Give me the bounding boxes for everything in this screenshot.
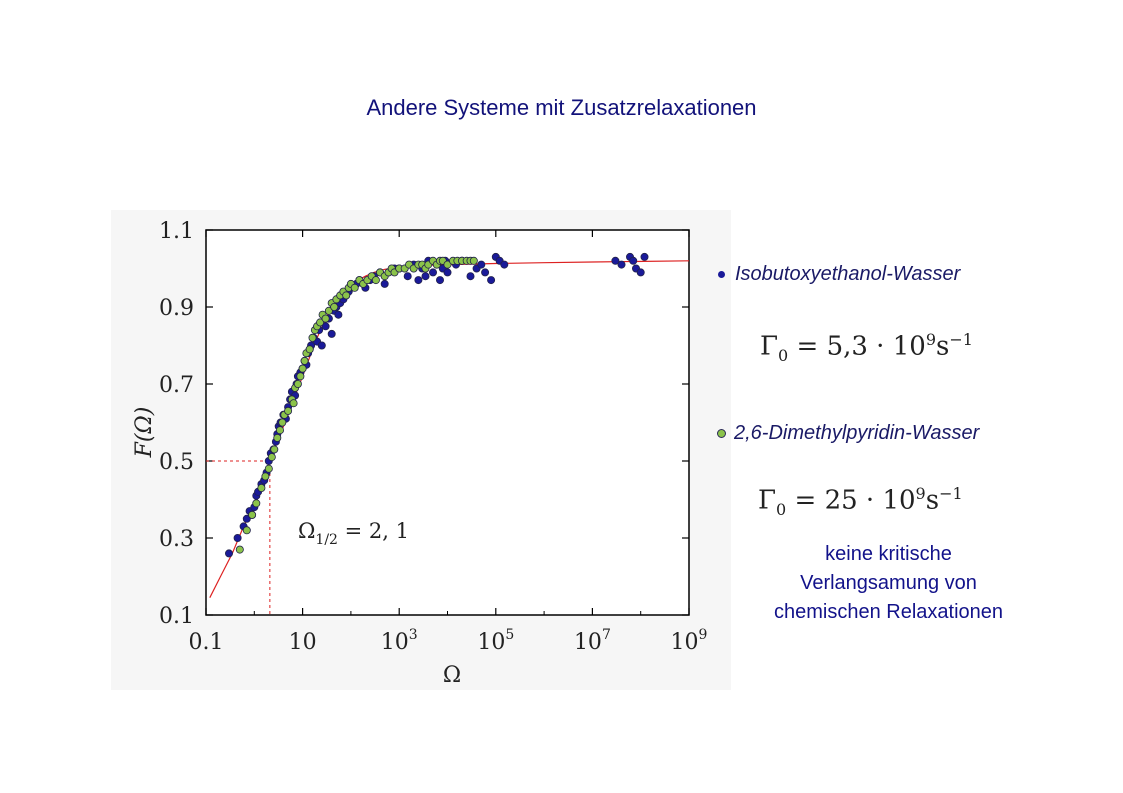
data-point-series-1 [275,426,284,435]
data-point-series-1 [443,260,452,269]
y-tick-label-3: 0.7 [159,373,194,398]
data-point-series-1 [270,445,279,454]
data-point-series-0 [477,260,486,269]
data-point-series-0 [414,276,423,285]
half-point-annotation: Ω1/2 = 2, 1 [298,519,409,548]
annotation-symbol: Ω [298,519,315,543]
note-line-3: chemischen Relaxationen [773,601,1004,623]
x-tick-label-1: 10 [289,630,317,655]
note-line-2: Verlangsamung von [800,572,977,594]
data-point-series-0 [629,256,638,265]
data-points [225,252,649,558]
data-point-series-0 [435,276,444,285]
data-point-series-1 [371,276,380,285]
x-tick-label-3: 105 [477,627,514,655]
legend-marker-blue [718,271,725,278]
legend-marker-green [717,429,726,438]
data-point-series-0 [317,341,326,350]
data-point-series-0 [443,268,452,277]
x-axis-label: Ω [443,663,461,688]
data-point-series-1 [235,545,244,554]
y-axis-label: F(Ω) [132,407,157,459]
data-point-series-1 [278,418,287,427]
legend-item-dimethylpyridin: 2,6-Dimethylpyridin-Wasser [717,422,979,445]
data-point-series-1 [300,356,309,365]
data-point-series-0 [225,549,234,558]
x-tick-label-0: 0.1 [189,630,224,655]
data-point-series-1 [257,483,266,492]
data-point-series-1 [293,379,302,388]
annotation-value: = 2, 1 [338,519,409,543]
annotation-number: 2, 1 [369,519,409,543]
x-tick-exponent-5: 9 [699,627,708,643]
gamma-formula-2: Γ0 = 25 · 109s−1 [758,484,963,519]
data-point-series-0 [428,268,437,277]
gamma-formula-1: Γ0 = 5,3 · 109s−1 [760,330,973,365]
data-point-series-0 [640,252,649,261]
data-point-series-0 [636,268,645,277]
x-tick-label-5: 109 [671,627,708,655]
data-point-series-0 [380,279,389,288]
x-tick-exponent-2: 3 [409,627,418,643]
data-point-series-0 [321,322,330,331]
data-point-series-1 [342,291,351,300]
data-point-series-1 [298,364,307,373]
data-point-series-1 [261,472,270,481]
data-point-series-0 [500,260,509,269]
data-point-series-0 [466,272,475,281]
data-point-series-1 [264,464,273,473]
data-point-series-0 [403,272,412,281]
data-point-series-1 [321,314,330,323]
annotation-subscript: 1/2 [315,532,338,548]
data-point-series-1 [273,433,282,442]
data-point-series-1 [316,318,325,327]
legend-label: Isobutoxyethanol-Wasser [735,263,961,285]
data-point-series-0 [242,514,251,523]
data-point-series-1 [248,510,257,519]
x-tick-exponent-3: 5 [505,627,514,643]
note-line-1: keine kritische [825,543,952,565]
scatter-chart: 0.1 10 103 105 107 109 0.1 0.3 0.5 0.7 0.9 1.1 Ω F(… [132,219,707,688]
data-point-series-0 [487,276,496,285]
legend-label: 2,6-Dimethylpyridin-Wasser [734,422,980,444]
y-tick-label-2: 0.5 [159,450,194,475]
data-point-series-1 [308,333,317,342]
data-point-series-0 [334,310,343,319]
x-tick-exponent-4: 7 [602,627,611,643]
plot-panel: 0.1 10 103 105 107 109 0.1 0.3 0.5 0.7 0.9 1.1 Ω F(… [111,210,731,690]
data-point-series-1 [324,306,333,315]
data-point-series-0 [421,272,430,281]
data-point-series-1 [350,283,359,292]
data-point-series-0 [611,256,620,265]
data-point-series-1 [252,499,261,508]
data-point-series-1 [330,303,339,312]
data-point-series-1 [296,372,305,381]
legend-item-isobutoxyethanol: Isobutoxyethanol-Wasser [718,263,960,286]
x-tick-label-2: 103 [381,627,418,655]
data-point-series-0 [233,533,242,542]
x-tick-label-4: 107 [574,627,611,655]
data-point-series-1 [469,256,478,265]
data-point-series-1 [242,526,251,535]
conclusion-note: keine kritische Verlangsamung von chemis… [736,540,1041,627]
slide-title: Andere Systeme mit Zusatzrelaxationen [366,95,757,120]
y-tick-label-4: 0.9 [159,296,194,321]
data-point-series-1 [305,345,314,354]
y-tick-label-1: 0.3 [159,527,194,552]
data-point-series-1 [289,399,298,408]
data-point-series-0 [617,260,626,269]
data-point-series-1 [267,453,276,462]
y-tick-label-0: 0.1 [159,604,194,629]
reference-lines [206,460,271,615]
data-point-series-0 [327,329,336,338]
tick-labels: 0.1 10 103 105 107 109 0.1 0.3 0.5 0.7 0.9 1.1 [159,219,707,655]
y-tick-label-5: 1.1 [159,219,194,244]
data-point-series-1 [284,406,293,415]
data-point-series-0 [481,268,490,277]
axis-ticks [205,229,690,616]
